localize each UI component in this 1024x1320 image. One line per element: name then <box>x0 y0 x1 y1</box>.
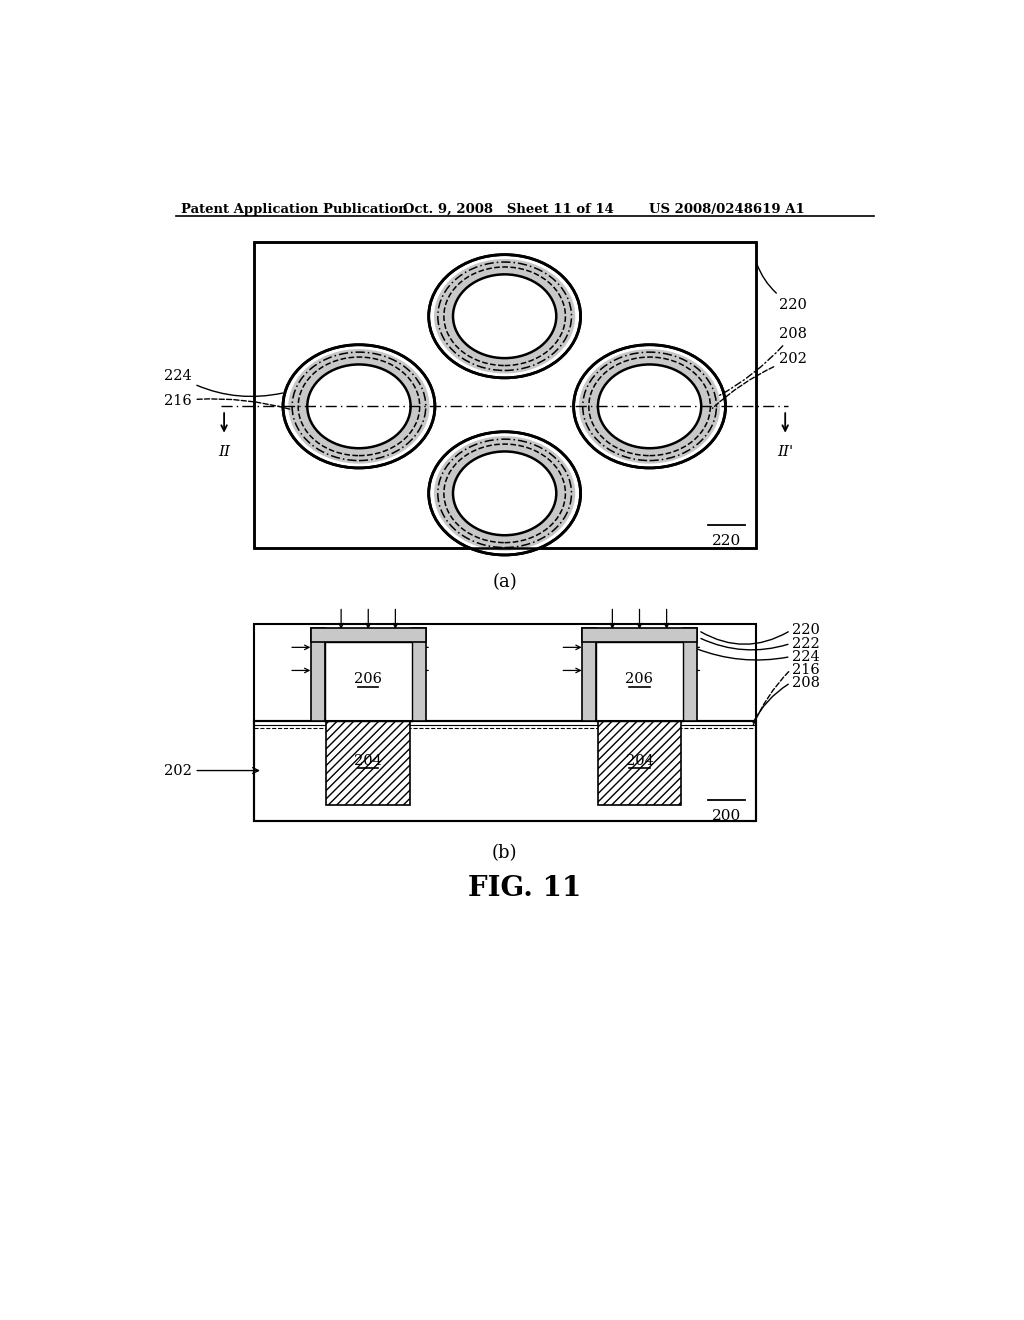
Text: US 2008/0248619 A1: US 2008/0248619 A1 <box>649 203 805 216</box>
Bar <box>254 242 756 548</box>
Ellipse shape <box>429 432 581 554</box>
Bar <box>583 628 596 721</box>
Bar <box>254 624 756 821</box>
Text: (a): (a) <box>493 573 517 590</box>
Ellipse shape <box>453 451 556 535</box>
Ellipse shape <box>289 348 430 463</box>
Text: II: II <box>218 445 230 459</box>
Text: 202: 202 <box>713 351 807 408</box>
Bar <box>583 628 697 642</box>
Text: 206: 206 <box>354 672 382 686</box>
Bar <box>311 628 426 642</box>
Text: Patent Application Publication: Patent Application Publication <box>180 203 408 216</box>
Text: 220: 220 <box>712 535 741 548</box>
Text: II': II' <box>777 445 794 459</box>
Ellipse shape <box>573 345 726 469</box>
Ellipse shape <box>434 259 575 374</box>
Text: 224: 224 <box>164 368 283 396</box>
Bar <box>598 721 681 805</box>
Text: 216: 216 <box>164 393 291 409</box>
Text: 216: 216 <box>793 663 820 677</box>
Text: 204: 204 <box>354 754 382 767</box>
Bar <box>325 642 412 721</box>
Bar <box>254 721 756 821</box>
Ellipse shape <box>598 364 701 449</box>
Text: 204: 204 <box>626 754 653 767</box>
Ellipse shape <box>453 275 556 358</box>
Bar <box>311 628 325 721</box>
Bar <box>412 628 426 721</box>
Ellipse shape <box>307 364 411 449</box>
Text: 200: 200 <box>712 809 741 824</box>
Text: 208: 208 <box>793 676 820 690</box>
Bar <box>683 628 697 721</box>
Text: Oct. 9, 2008   Sheet 11 of 14: Oct. 9, 2008 Sheet 11 of 14 <box>403 203 614 216</box>
Bar <box>596 642 683 721</box>
Text: 206: 206 <box>626 672 653 686</box>
Ellipse shape <box>283 345 435 469</box>
Text: 224: 224 <box>793 649 820 664</box>
Bar <box>327 721 410 805</box>
Text: 220: 220 <box>793 623 820 638</box>
Text: 222: 222 <box>793 636 820 651</box>
Text: 202: 202 <box>164 763 258 777</box>
Text: (b): (b) <box>492 843 517 862</box>
Ellipse shape <box>429 255 581 378</box>
Bar <box>254 624 756 821</box>
Text: 208: 208 <box>719 327 807 396</box>
Text: FIG. 11: FIG. 11 <box>468 875 582 902</box>
Ellipse shape <box>579 348 720 463</box>
Text: 220: 220 <box>757 264 807 312</box>
Ellipse shape <box>434 436 575 550</box>
Bar <box>254 242 756 548</box>
